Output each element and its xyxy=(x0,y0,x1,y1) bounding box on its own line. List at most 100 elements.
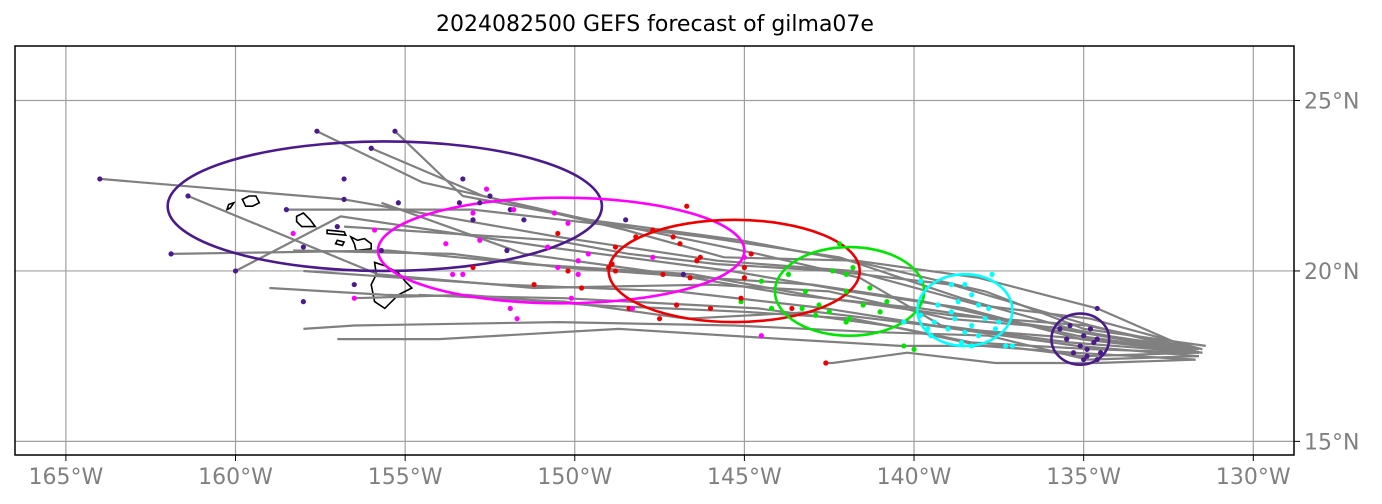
position-point xyxy=(962,281,968,288)
position-point xyxy=(504,247,510,254)
chart-title: 2024082500 GEFS forecast of gilma07e xyxy=(436,12,874,37)
position-point xyxy=(826,309,832,315)
position-point xyxy=(511,207,517,213)
position-point xyxy=(1094,305,1100,312)
position-point xyxy=(1081,356,1087,363)
position-point xyxy=(612,268,619,274)
position-point xyxy=(629,305,636,312)
position-point xyxy=(802,288,809,294)
position-point xyxy=(670,234,676,240)
uncertainty-ellipse xyxy=(1050,312,1111,366)
position-point xyxy=(741,275,748,281)
position-point xyxy=(1087,326,1094,332)
position-point xyxy=(612,244,619,250)
position-point xyxy=(656,316,663,322)
position-point xyxy=(1077,343,1083,349)
uncertainty-ellipse xyxy=(607,218,862,324)
x-tick-label: 130°W xyxy=(1216,465,1291,490)
position-point xyxy=(1064,336,1070,342)
position-point xyxy=(392,128,398,134)
island-outline xyxy=(241,195,261,207)
position-point xyxy=(860,302,866,308)
position-point xyxy=(575,271,581,277)
position-point xyxy=(545,244,551,250)
position-point xyxy=(918,312,924,318)
position-point xyxy=(1003,343,1009,349)
island-outline xyxy=(334,239,346,247)
position-point xyxy=(958,339,965,346)
axis-ticks: 165°W 160°W 155°W 150°W 145°W 140°W 135°W 130°W… xyxy=(29,90,1360,490)
position-point xyxy=(992,326,999,332)
island-outline xyxy=(225,201,236,212)
position-point xyxy=(813,312,819,318)
position-point xyxy=(470,210,476,216)
ensemble-track xyxy=(337,327,1200,358)
position-point xyxy=(741,254,748,260)
position-point xyxy=(185,193,191,199)
position-point xyxy=(846,316,853,322)
position-point xyxy=(378,247,384,254)
position-point xyxy=(314,128,320,134)
position-point xyxy=(300,244,306,250)
position-point xyxy=(989,271,995,277)
position-point xyxy=(334,224,340,230)
position-markers xyxy=(97,128,1104,366)
position-point xyxy=(925,326,931,332)
position-point xyxy=(341,176,347,182)
position-point xyxy=(507,305,513,312)
position-point xyxy=(531,281,537,288)
position-point xyxy=(1081,333,1087,339)
position-point xyxy=(575,258,581,264)
position-point xyxy=(969,322,975,329)
x-tick-label: 140°W xyxy=(877,465,952,490)
position-point xyxy=(884,299,890,305)
island-outline xyxy=(349,235,373,252)
position-point xyxy=(697,254,703,260)
position-point xyxy=(836,241,842,247)
position-point xyxy=(935,302,941,308)
position-point xyxy=(867,285,873,291)
position-point xyxy=(283,207,290,213)
x-tick-label: 160°W xyxy=(198,465,273,490)
uncertainty-ellipse xyxy=(916,273,1014,348)
position-point xyxy=(694,258,700,264)
position-point xyxy=(395,200,401,206)
y-tick-label: 25°N xyxy=(1304,90,1359,115)
position-point xyxy=(606,264,612,271)
position-point xyxy=(578,285,585,291)
ensemble-track xyxy=(370,147,1200,354)
position-point xyxy=(931,319,937,325)
y-tick-label: 15°N xyxy=(1304,430,1359,455)
position-point xyxy=(996,319,1002,325)
position-point xyxy=(456,200,463,206)
position-point xyxy=(901,319,907,325)
position-point xyxy=(843,288,849,294)
position-point xyxy=(290,230,296,237)
position-point xyxy=(948,281,954,288)
position-point xyxy=(1057,326,1063,332)
position-point xyxy=(911,346,917,352)
ensemble-tracks xyxy=(99,130,1206,365)
position-point xyxy=(758,333,764,339)
position-point xyxy=(514,316,520,322)
position-point xyxy=(948,309,954,315)
position-point xyxy=(551,210,558,216)
position-point xyxy=(460,176,466,182)
position-point xyxy=(450,271,456,277)
position-point xyxy=(748,251,754,257)
position-point xyxy=(1094,356,1100,363)
uncertainty-ellipse xyxy=(376,196,746,305)
position-point xyxy=(982,316,988,322)
uncertainty-ellipse xyxy=(166,140,604,273)
position-point xyxy=(877,309,883,315)
position-point xyxy=(341,196,347,202)
uncertainty-ellipses xyxy=(166,140,1111,366)
position-point xyxy=(351,295,357,301)
position-point xyxy=(758,278,764,284)
position-point xyxy=(785,271,792,277)
position-point xyxy=(789,305,795,312)
x-tick-label: 155°W xyxy=(368,465,443,490)
position-point xyxy=(521,217,527,223)
position-point xyxy=(1084,353,1090,359)
position-point xyxy=(677,241,683,247)
